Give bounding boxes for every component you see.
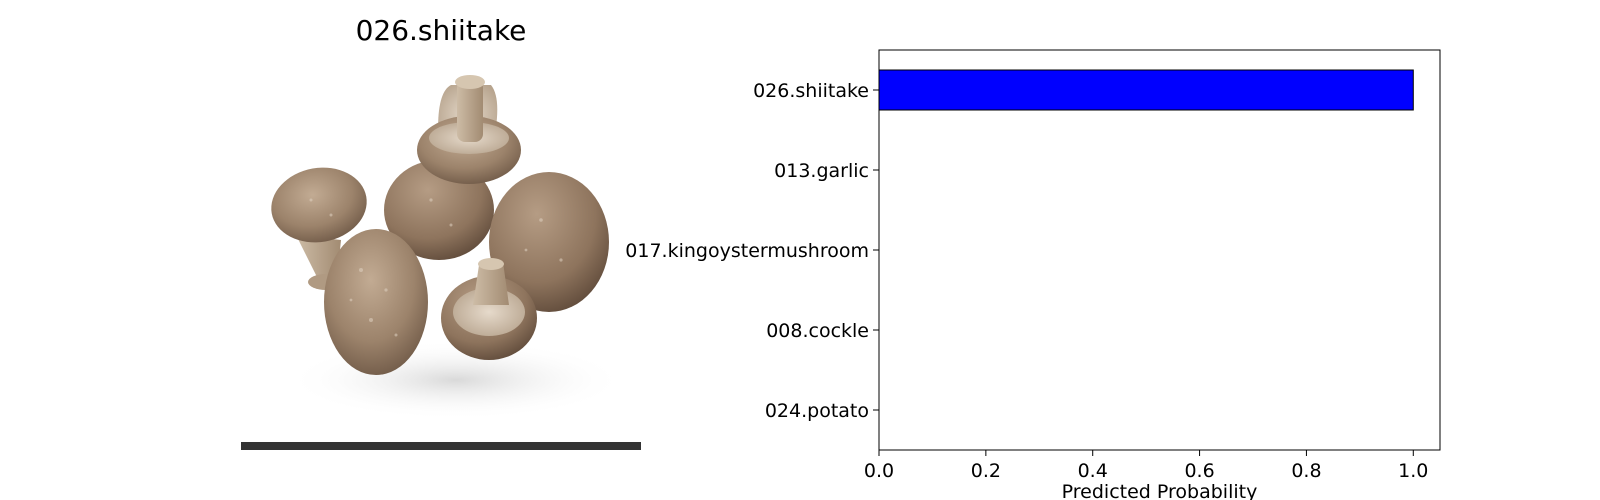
x-tick-label: 0.6: [1184, 460, 1214, 482]
y-tick-label: 008.cockle: [766, 320, 869, 342]
y-tick-label: 024.potato: [765, 400, 869, 422]
bars-layer: [878, 69, 1414, 111]
x-tick-label: 1.0: [1398, 460, 1428, 482]
bar-026.shiitake: [878, 69, 1414, 111]
x-tick-label: 0.8: [1291, 460, 1321, 482]
x-axis-label: Predicted Probability: [1062, 481, 1258, 500]
y-tick-label: 026.shiitake: [753, 80, 869, 102]
y-tick-label: 013.garlic: [774, 160, 869, 182]
x-axis: 0.0 0.2 0.4 0.6 0.8 1.0: [864, 450, 1428, 482]
image-title: 026.shiitake: [355, 14, 527, 47]
x-tick-label: 0.4: [1078, 460, 1108, 482]
y-axis: 026.shiitake 013.garlic 017.kingoystermush…: [625, 80, 879, 422]
y-tick-label: 017.kingoystermushroom: [625, 240, 869, 262]
x-tick-label: 0.2: [971, 460, 1001, 482]
x-tick-label: 0.0: [864, 460, 894, 482]
mushroom-photo: [241, 50, 641, 450]
